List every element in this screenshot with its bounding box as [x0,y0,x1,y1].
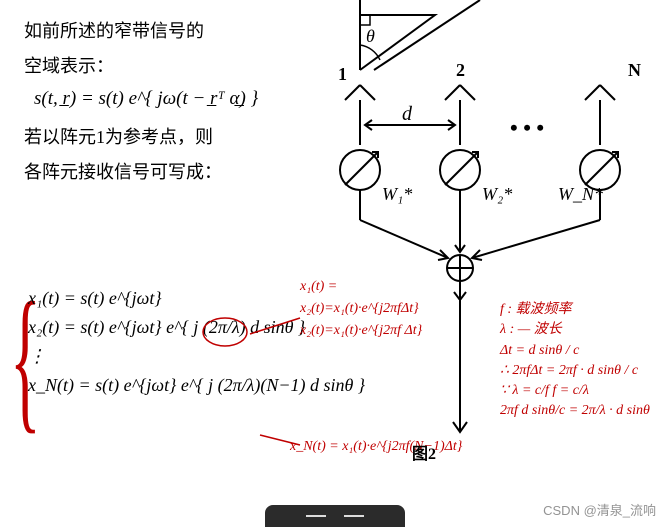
bottom-handle-bar [265,505,405,527]
label-dots: • • • [510,115,544,140]
array-diagram: θ 1 2 N d • • • [300,0,670,300]
label-w1: W₁* [382,184,412,204]
page: 如前所述的窄带信号的 空域表示： s(t, r̲) = s(t) e^{ jω(… [0,0,670,527]
watermark-text: CSDN @清泉_流响 [543,500,656,519]
bar-dash-1 [306,515,326,517]
label-d: d [402,103,413,125]
paragraph-1-line-1: 如前所述的窄带信号的 [24,18,324,45]
bar-dash-2 [344,515,364,517]
label-1: 1 [338,64,347,84]
paragraph-2-line-1: 若以阵元1为参考点，则 [24,124,324,151]
label-wN: W_N* [558,184,603,204]
label-N: N [628,60,641,80]
diagram-output-extension [300,300,670,460]
label-2: 2 [456,60,465,80]
label-w2: W₂* [482,184,512,204]
label-theta: θ [366,26,375,46]
paragraph-1-line-2: 空域表示： [24,53,324,80]
left-column: 如前所述的窄带信号的 空域表示： s(t, r̲) = s(t) e^{ jω(… [24,18,324,194]
paragraph-2-line-2: 各阵元接收信号可写成： [24,159,324,186]
figure-caption: 图2 [412,440,436,464]
equation-main: s(t, r̲) = s(t) e^{ jω(t − r̲ᵀ α̲) } [34,88,324,110]
